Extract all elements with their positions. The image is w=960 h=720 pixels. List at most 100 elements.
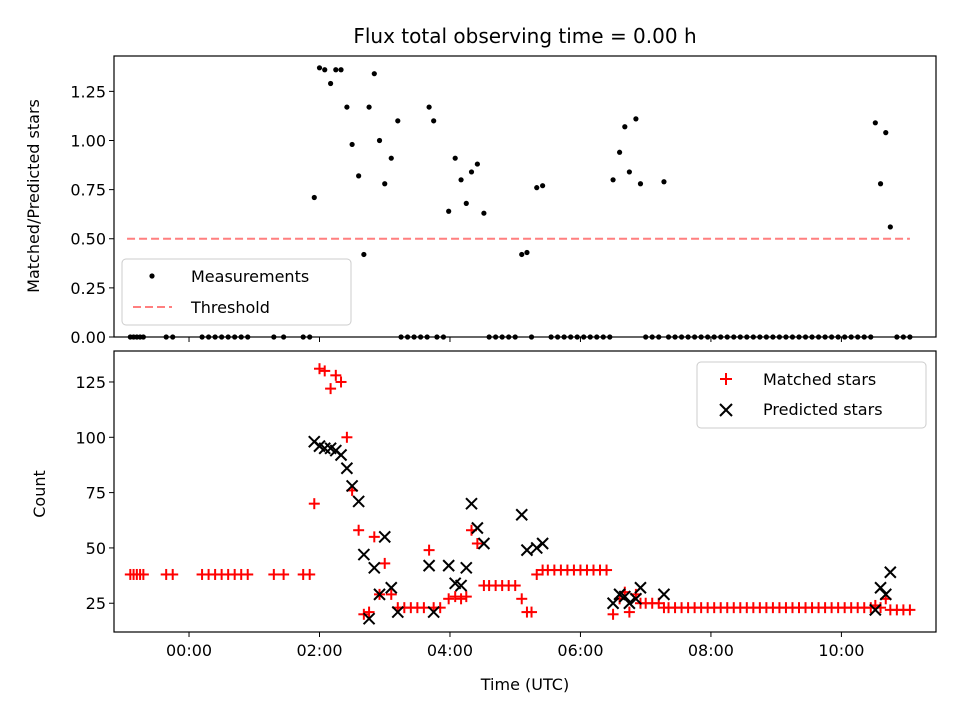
measurement-point — [616, 149, 623, 155]
predicted-stars-point — [477, 537, 491, 550]
matched-stars-point — [623, 606, 635, 618]
matched-stars-point — [330, 369, 342, 381]
predicted-stars-point — [391, 605, 404, 619]
measurement-point — [519, 251, 525, 258]
matched-stars-point — [363, 606, 375, 618]
matched-stars-point — [335, 376, 347, 388]
measurement-point — [327, 80, 334, 87]
predicted-stars-point — [345, 479, 359, 493]
matched-stars-point — [137, 568, 149, 580]
top-axes-frame — [113, 55, 937, 338]
measurement-point — [322, 67, 328, 73]
predicted-stars-point — [442, 559, 455, 572]
measurement-point — [382, 181, 388, 187]
measurement-point — [371, 71, 377, 77]
legend-predicted-marker — [719, 403, 733, 417]
predicted-stars-point — [520, 543, 534, 557]
measurement-point — [524, 249, 530, 256]
measurement-point — [468, 169, 475, 175]
measurement-point — [622, 124, 628, 130]
predicted-stars-point — [460, 561, 473, 575]
matched-stars-point — [325, 383, 337, 395]
legend-predicted-label: Predicted stars — [763, 400, 883, 419]
matched-stars-point — [526, 606, 538, 618]
top-y-tick-label: 0.50 — [70, 230, 106, 249]
measurement-point — [376, 137, 383, 144]
measurement-point — [887, 224, 893, 230]
measurement-point — [872, 120, 878, 126]
predicted-stars-point — [471, 521, 484, 535]
measurement-point — [333, 67, 339, 73]
predicted-stars-point — [454, 579, 468, 592]
matched-stars-point — [368, 531, 380, 543]
matched-stars-point — [341, 431, 353, 443]
predicted-stars-point — [657, 588, 671, 601]
measurement-point — [637, 181, 644, 187]
measurement-point — [661, 179, 667, 185]
measurement-point — [395, 118, 401, 124]
matched-stars-point — [353, 524, 365, 536]
predicted-stars-point — [629, 592, 643, 606]
measurement-point — [388, 155, 394, 161]
predicted-stars-point — [884, 566, 897, 579]
top-plot-marks — [127, 65, 913, 340]
top-axis-ticks: 0.00 0.25 0.50 0.75 1.00 1.25 — [70, 82, 842, 347]
measurement-point — [610, 177, 616, 183]
top-y-tick-label: 1.25 — [70, 82, 106, 101]
predicted-stars-point — [515, 508, 528, 521]
matched-stars-point — [509, 580, 521, 592]
bottom-y-tick-label: 100 — [75, 428, 106, 447]
matched-stars-point — [242, 568, 254, 580]
measurement-point — [311, 194, 317, 201]
matched-stars-point — [167, 568, 179, 580]
predicted-stars-point — [352, 495, 365, 508]
matched-stars-point — [308, 498, 320, 510]
measurement-point — [426, 104, 432, 110]
measurement-point — [877, 181, 884, 187]
measurement-point — [540, 183, 546, 189]
matched-stars-point — [268, 568, 280, 580]
matched-stars-point — [314, 363, 325, 375]
predicted-stars-point — [465, 497, 478, 510]
predicted-stars-point — [334, 448, 348, 462]
predicted-stars-point — [368, 561, 381, 575]
measurement-point — [474, 161, 480, 167]
matched-stars-point — [449, 591, 461, 603]
matched-stars-point — [304, 568, 316, 580]
predicted-stars-point — [373, 588, 386, 601]
measurement-point — [481, 210, 487, 216]
measurement-point — [883, 130, 889, 136]
bottom-axis-ticks: 25 50 75 100 125 00:00 02:00 04:00 06:00 08:00 10:… — [75, 373, 864, 660]
predicted-stars-point — [606, 597, 620, 610]
measurement-point — [344, 104, 350, 110]
predicted-stars-point — [879, 588, 892, 601]
bottom-y-axis-label: Count — [30, 470, 49, 518]
matched-stars-point — [460, 591, 472, 603]
predicted-stars-point — [536, 537, 549, 550]
predicted-stars-point — [427, 605, 440, 619]
bottom-x-tick-label: 08:00 — [688, 641, 734, 660]
bottom-y-tick-label: 125 — [75, 373, 106, 392]
matched-stars-point — [601, 564, 613, 576]
legend-matched-label: Matched stars — [763, 370, 876, 389]
bottom-plot-marks — [124, 363, 916, 625]
matched-stars-point — [455, 593, 467, 605]
top-y-axis-label: Matched/Predicted stars — [24, 99, 43, 293]
predicted-stars-point — [618, 590, 632, 603]
measurement-point — [626, 169, 632, 175]
measurement-point — [534, 185, 540, 191]
x-axis-label: Time (UTC) — [480, 675, 569, 694]
matched-stars-point — [443, 593, 455, 605]
matched-stars-point — [379, 557, 391, 569]
bottom-y-tick-label: 75 — [86, 484, 106, 503]
matched-stars-point — [385, 588, 397, 600]
matched-stars-point — [471, 537, 483, 549]
matched-stars-point — [418, 602, 430, 614]
bottom-axes-frame — [113, 350, 937, 633]
measurement-point — [458, 177, 464, 183]
measurement-point — [452, 155, 458, 161]
bottom-y-tick-label: 50 — [86, 539, 106, 558]
measurement-point — [633, 116, 639, 122]
legend-threshold-label: Threshold — [190, 298, 270, 317]
